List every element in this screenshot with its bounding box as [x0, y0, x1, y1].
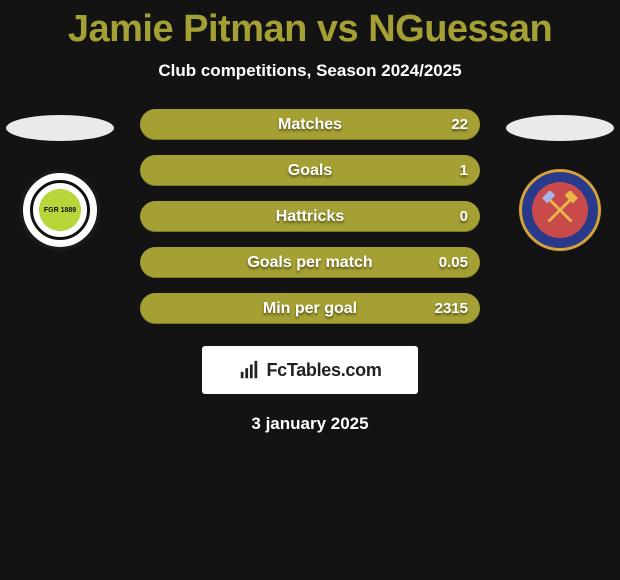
stat-value-right: 2315 [435, 300, 468, 317]
brand-badge[interactable]: FcTables.com [202, 346, 418, 394]
brand-text: FcTables.com [266, 360, 381, 381]
date-label: 3 january 2025 [0, 414, 620, 434]
stat-label: Min per goal [263, 300, 357, 318]
crest-left-label: FGR 1889 [30, 180, 90, 240]
stat-row-hattricks: Hattricks 0 [140, 201, 480, 232]
stat-label: Goals per match [247, 254, 372, 272]
comparison-panel: FGR 1889 Matches 22 Goals 1 Hattricks 0 … [0, 109, 620, 434]
stat-value-right: 22 [451, 116, 468, 133]
bar-chart-icon [238, 359, 260, 381]
stat-value-right: 0 [460, 208, 468, 225]
hammers-icon [541, 191, 579, 229]
subtitle: Club competitions, Season 2024/2025 [0, 61, 620, 81]
stat-row-goals-per-match: Goals per match 0.05 [140, 247, 480, 278]
stat-row-goals: Goals 1 [140, 155, 480, 186]
club-crest-right [519, 169, 601, 251]
stat-label: Matches [278, 116, 342, 134]
avatar-placeholder-left [6, 115, 114, 141]
stat-row-matches: Matches 22 [140, 109, 480, 140]
stat-rows: Matches 22 Goals 1 Hattricks 0 Goals per… [140, 109, 480, 324]
stat-value-right: 0.05 [439, 254, 468, 271]
stat-label: Hattricks [276, 208, 344, 226]
page-title: Jamie Pitman vs NGuessan [0, 0, 620, 51]
avatar-placeholder-right [506, 115, 614, 141]
stat-label: Goals [288, 162, 332, 180]
stat-row-min-per-goal: Min per goal 2315 [140, 293, 480, 324]
stat-value-right: 1 [460, 162, 468, 179]
club-crest-left: FGR 1889 [19, 169, 101, 251]
